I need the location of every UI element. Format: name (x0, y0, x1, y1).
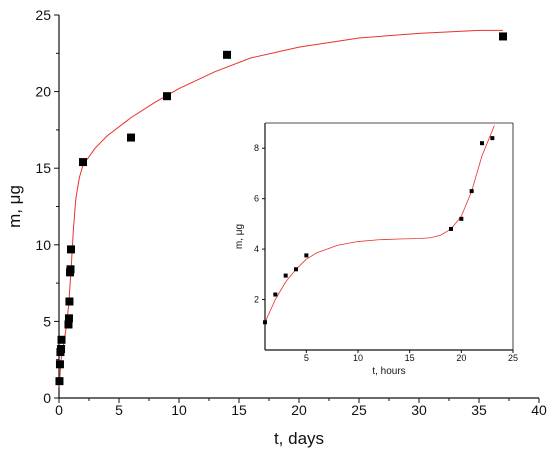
main-x-tick-label: 0 (55, 402, 63, 418)
main-x-axis-label: t, days (274, 429, 324, 448)
inset-data-point (273, 292, 278, 297)
inset-y-tick-label: 4 (254, 244, 259, 254)
inset-y-tick-label: 2 (254, 295, 259, 305)
main-y-tick-label: 15 (35, 160, 51, 176)
main-y-tick-label: 5 (43, 313, 51, 329)
inset-data-point (449, 226, 453, 231)
inset-y-tick-label: 6 (254, 194, 259, 204)
inset-data-point (490, 136, 495, 141)
inset-x-axis-label: t, hours (372, 366, 405, 377)
inset-data-point (294, 267, 298, 272)
main-data-point (163, 92, 171, 101)
main-data-point (127, 133, 135, 142)
main-data-point (66, 265, 75, 274)
main-y-tick-label: 10 (35, 237, 51, 253)
inset-fit-curve (264, 125, 495, 323)
main-data-point (55, 360, 64, 369)
main-data-point (67, 245, 75, 254)
inset-x-tick-label: 5 (304, 353, 309, 363)
inset-y-tick-label: 8 (254, 143, 259, 153)
inset-x-tick-label: 10 (353, 353, 363, 363)
main-y-tick-label: 0 (43, 390, 51, 406)
main-data-point (499, 32, 507, 41)
inset-y-axis-label: m, μg (234, 224, 245, 249)
main-y-tick-label: 25 (35, 7, 51, 23)
main-data-point (57, 335, 66, 344)
inset-chart-group: 5 10 15 20 25 2 4 6 8 t, hours m, μg (234, 122, 518, 377)
inset-data-point (263, 320, 267, 325)
main-data-point (79, 158, 87, 167)
inset-data-point (480, 141, 484, 146)
main-y-tick-label: 20 (35, 84, 51, 100)
main-data-point (223, 50, 231, 59)
main-data-point (57, 344, 66, 353)
main-y-axis-label: m, μg (5, 185, 24, 228)
inset-data-point (283, 273, 288, 278)
main-data-point (64, 314, 73, 323)
inset-data-point (459, 216, 464, 221)
main-data-point (65, 297, 74, 306)
main-fit-curve (58, 29, 503, 388)
main-x-tick-label: 10 (171, 402, 187, 418)
main-x-tick-label: 35 (471, 402, 487, 418)
main-data-point (55, 377, 64, 386)
main-x-tick-label: 20 (291, 402, 307, 418)
main-x-tick-label: 30 (411, 402, 427, 418)
main-x-tick-label: 40 (531, 402, 547, 418)
inset-x-tick-label: 25 (508, 353, 518, 363)
main-x-tick-label: 5 (115, 402, 123, 418)
main-x-tick-label: 25 (351, 402, 367, 418)
inset-data-point (469, 189, 474, 194)
inset-x-tick-label: 20 (456, 353, 466, 363)
main-x-tick-label: 15 (231, 402, 247, 418)
inset-data-point (304, 253, 309, 258)
main-data-point (64, 320, 73, 329)
inset-x-tick-label: 15 (405, 353, 415, 363)
